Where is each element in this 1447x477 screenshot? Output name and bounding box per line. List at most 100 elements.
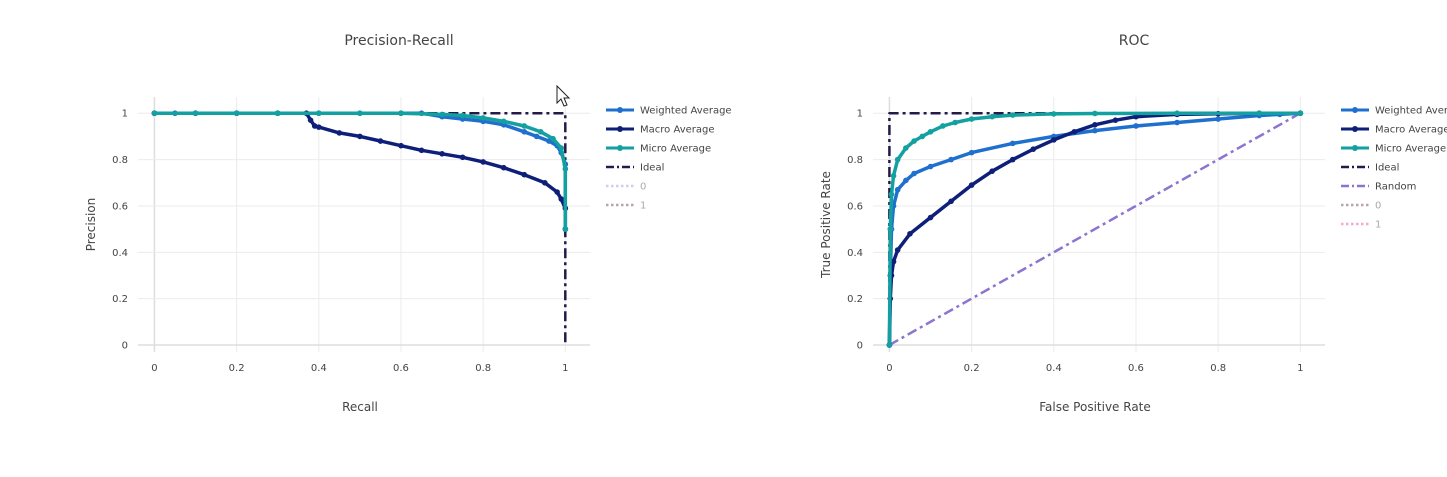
data-point	[1174, 119, 1180, 126]
data-point	[886, 342, 893, 348]
x-tick-label: 0.4	[1046, 363, 1062, 374]
legend-item-ideal[interactable]: Ideal	[606, 163, 664, 174]
data-point	[1071, 128, 1078, 135]
legend-item-weighted-average[interactable]: Weighted Average	[606, 106, 732, 117]
y-tick-label: 0	[122, 341, 128, 352]
y-tick-label: 0.2	[847, 294, 863, 305]
data-point	[1256, 110, 1263, 117]
data-point	[418, 147, 425, 154]
series-line-macro-average	[154, 111, 568, 230]
data-point	[1133, 113, 1139, 120]
x-tick-label: 0.8	[475, 363, 491, 374]
legend-item-1[interactable]: 1	[1341, 220, 1381, 231]
legend-item-weighted-average[interactable]: Weighted Average	[1341, 106, 1447, 117]
data-point	[439, 150, 445, 157]
data-point	[151, 110, 158, 117]
data-point	[562, 166, 569, 172]
legend-label: Macro Average	[640, 125, 715, 136]
legend-label: Weighted Average	[1375, 106, 1447, 117]
series-line-random	[888, 112, 1301, 347]
legend-label: 1	[640, 201, 646, 212]
data-point	[1009, 156, 1016, 163]
data-point	[521, 171, 528, 178]
data-point	[888, 191, 895, 198]
data-point	[537, 128, 544, 135]
legend-label: 0	[640, 182, 646, 193]
data-point	[894, 156, 901, 163]
legend-item-1[interactable]: 1	[606, 201, 646, 212]
legend-marker	[617, 145, 623, 151]
series-line-micro-average	[154, 111, 568, 230]
data-point	[1215, 116, 1221, 122]
data-point	[1092, 122, 1098, 128]
y-tick-label: 0.6	[847, 201, 863, 212]
data-point	[1092, 127, 1098, 134]
x-tick-label: 0.8	[1210, 363, 1226, 374]
legend-label: 0	[1375, 201, 1381, 212]
x-tick-label: 0.6	[1128, 363, 1144, 374]
data-point	[989, 168, 995, 174]
data-point	[480, 159, 486, 165]
legend-item-ideal[interactable]: Ideal	[1341, 163, 1399, 174]
data-point	[952, 119, 958, 126]
data-point	[919, 133, 926, 140]
series-line-weighted-average	[154, 111, 568, 230]
x-tick-label: 0	[151, 363, 157, 374]
legend-label: Ideal	[1375, 163, 1399, 174]
y-axis-title: True Positive Rate	[819, 171, 833, 279]
series-micro-average	[886, 110, 1304, 348]
x-tick-label: 0.2	[229, 363, 245, 374]
precision-recall-chart: Precision-Recall 0 0.2 0.4 0.6 0.8 1 0 0.2 0.4 0.6…	[84, 33, 732, 414]
data-point	[1030, 146, 1037, 152]
x-tick-label: 1	[1297, 363, 1303, 374]
legend-label: Micro Average	[1375, 144, 1446, 155]
data-point	[927, 214, 934, 221]
data-point	[903, 177, 909, 184]
legend-label: Macro Average	[1375, 125, 1447, 136]
x-tick-label: 0.4	[311, 363, 327, 374]
legend-item-0[interactable]: 0	[1341, 201, 1381, 212]
series-ideal	[154, 111, 567, 345]
data-point	[550, 135, 556, 142]
legend-item-macro-average[interactable]: Macro Average	[1341, 125, 1447, 136]
data-point	[558, 196, 565, 202]
data-point	[459, 112, 466, 119]
data-point	[948, 156, 954, 163]
data-point	[398, 110, 404, 117]
x-tick-label: 0	[886, 363, 892, 374]
legend-marker	[617, 126, 623, 132]
x-tick-label: 0.2	[964, 363, 980, 374]
series-line-ideal	[154, 111, 567, 345]
legend-item-random[interactable]: Random	[1341, 182, 1416, 193]
data-point	[968, 149, 975, 156]
data-point	[911, 170, 917, 177]
data-point	[558, 145, 565, 151]
data-point	[894, 247, 901, 253]
data-point	[480, 115, 486, 121]
data-point	[948, 198, 954, 205]
legend: Weighted Average Macro Average Micro Avera…	[606, 106, 732, 212]
data-point	[1051, 111, 1057, 117]
legend-marker	[617, 107, 623, 113]
x-axis-title: False Positive Rate	[1039, 400, 1151, 414]
legend: Weighted Average Macro Average Micro Avera…	[1341, 106, 1447, 231]
legend-item-micro-average[interactable]: Micro Average	[606, 144, 711, 155]
data-point	[316, 110, 322, 117]
legend-item-micro-average[interactable]: Micro Average	[1341, 144, 1446, 155]
chart-title: Precision-Recall	[344, 33, 453, 49]
roc-chart: ROC 0 0.2 0.4 0.6 0.8 1 0 0.2 0.4 0.6 0.8 1 False Pos…	[819, 33, 1447, 414]
legend-marker	[1352, 145, 1358, 151]
y-tick-label: 0.4	[112, 248, 128, 259]
legend-item-0[interactable]: 0	[606, 182, 646, 193]
data-point	[927, 128, 934, 135]
data-point	[357, 110, 363, 117]
legend-item-macro-average[interactable]: Macro Average	[606, 125, 715, 136]
data-point	[357, 133, 363, 140]
x-axis-title: Recall	[342, 400, 378, 414]
data-point	[1051, 137, 1057, 143]
data-point	[1133, 123, 1139, 129]
legend-label: 1	[1375, 220, 1381, 231]
y-tick-label: 0.8	[112, 155, 128, 166]
data-point	[927, 163, 934, 170]
